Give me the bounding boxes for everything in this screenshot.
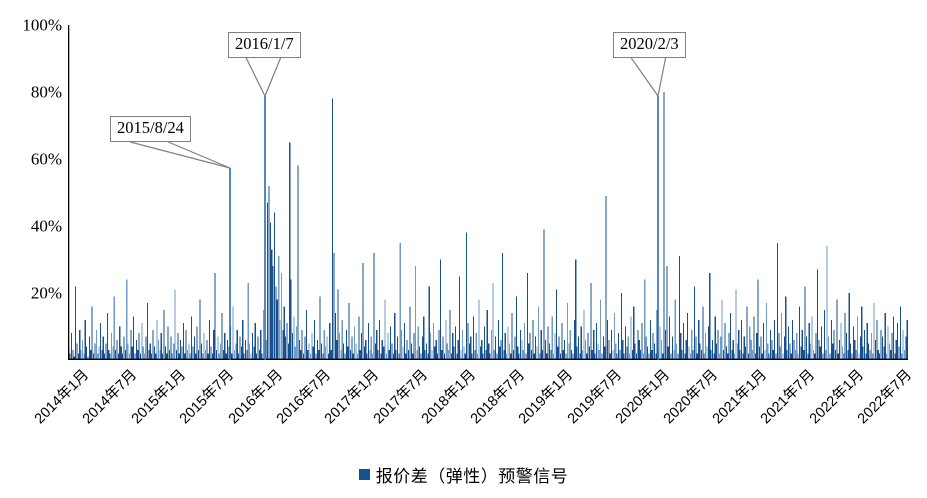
annotation-callout: 2020/2/3 [613,32,686,58]
legend-label: 报价差（弹性）预警信号 [375,467,569,486]
chart-legend: 报价差（弹性）预警信号 [0,462,927,487]
y-axis: 100% 80% 60% 40% 20% [0,0,62,370]
bar-series-svg [68,25,908,360]
y-tick-label: 80% [30,82,62,102]
y-tick-label: 20% [30,283,62,303]
annotation-callout: 2016/1/7 [228,32,301,58]
plot-area [68,25,908,360]
legend-marker-icon [358,469,370,480]
x-axis: 2014年1月 2014年7月 2015年1月 2015年7月 2016年1月 2016年… [0,364,927,464]
annotation-callout: 2015/8/24 [110,116,191,142]
y-tick-label: 100% [22,15,62,35]
y-tick-label: 60% [30,149,62,169]
y-tick-label: 40% [30,216,62,236]
bars-group [68,92,908,360]
